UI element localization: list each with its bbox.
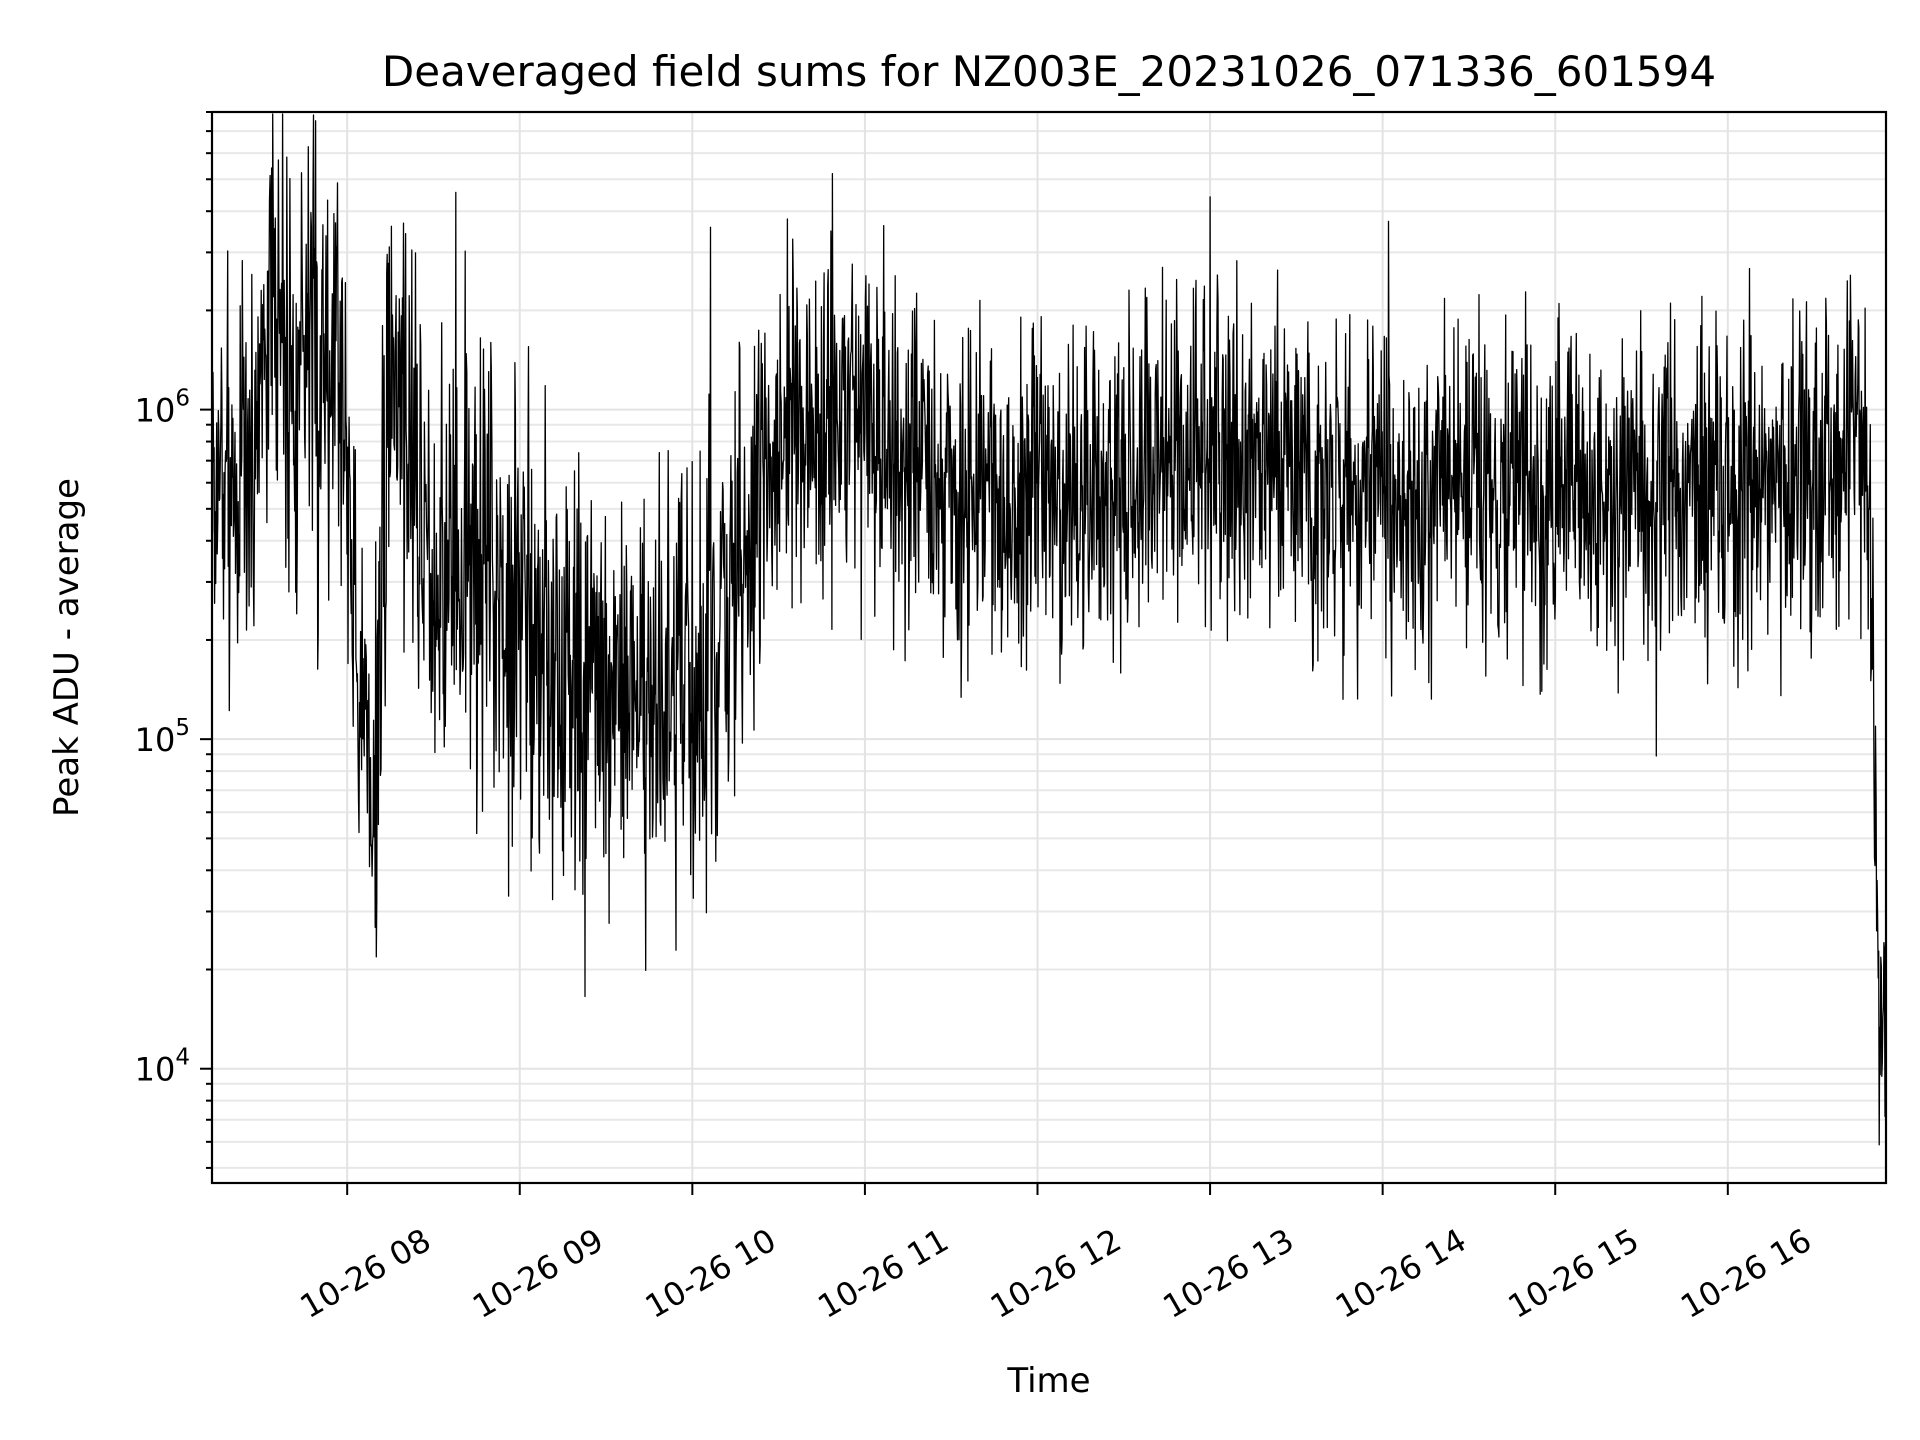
y-tick-label: 104 — [135, 1045, 190, 1089]
y-axis-label: Peak ADU - average — [47, 478, 87, 817]
x-tick-label: 10-26 08 — [294, 1221, 438, 1326]
x-tick-label: 10-26 09 — [466, 1221, 610, 1326]
x-axis-label: Time — [1006, 1361, 1090, 1401]
plot-frame — [210, 110, 1888, 1185]
x-tick-label: 10-26 10 — [639, 1221, 783, 1326]
y-tick-label: 105 — [135, 715, 190, 759]
series-line — [211, 113, 1887, 1146]
y-tick-label: 106 — [135, 386, 190, 430]
x-tick-label: 10-26 14 — [1329, 1221, 1473, 1326]
x-tick-label: 10-26 12 — [984, 1221, 1128, 1326]
x-tick-label: 10-26 16 — [1674, 1221, 1818, 1326]
x-tick-label: 10-26 11 — [811, 1221, 955, 1326]
x-tick-label: 10-26 15 — [1502, 1221, 1646, 1326]
chart-title: Deaveraged field sums for NZ003E_2023102… — [382, 47, 1716, 96]
x-tick-label: 10-26 13 — [1156, 1221, 1300, 1326]
grid — [212, 111, 1886, 1183]
